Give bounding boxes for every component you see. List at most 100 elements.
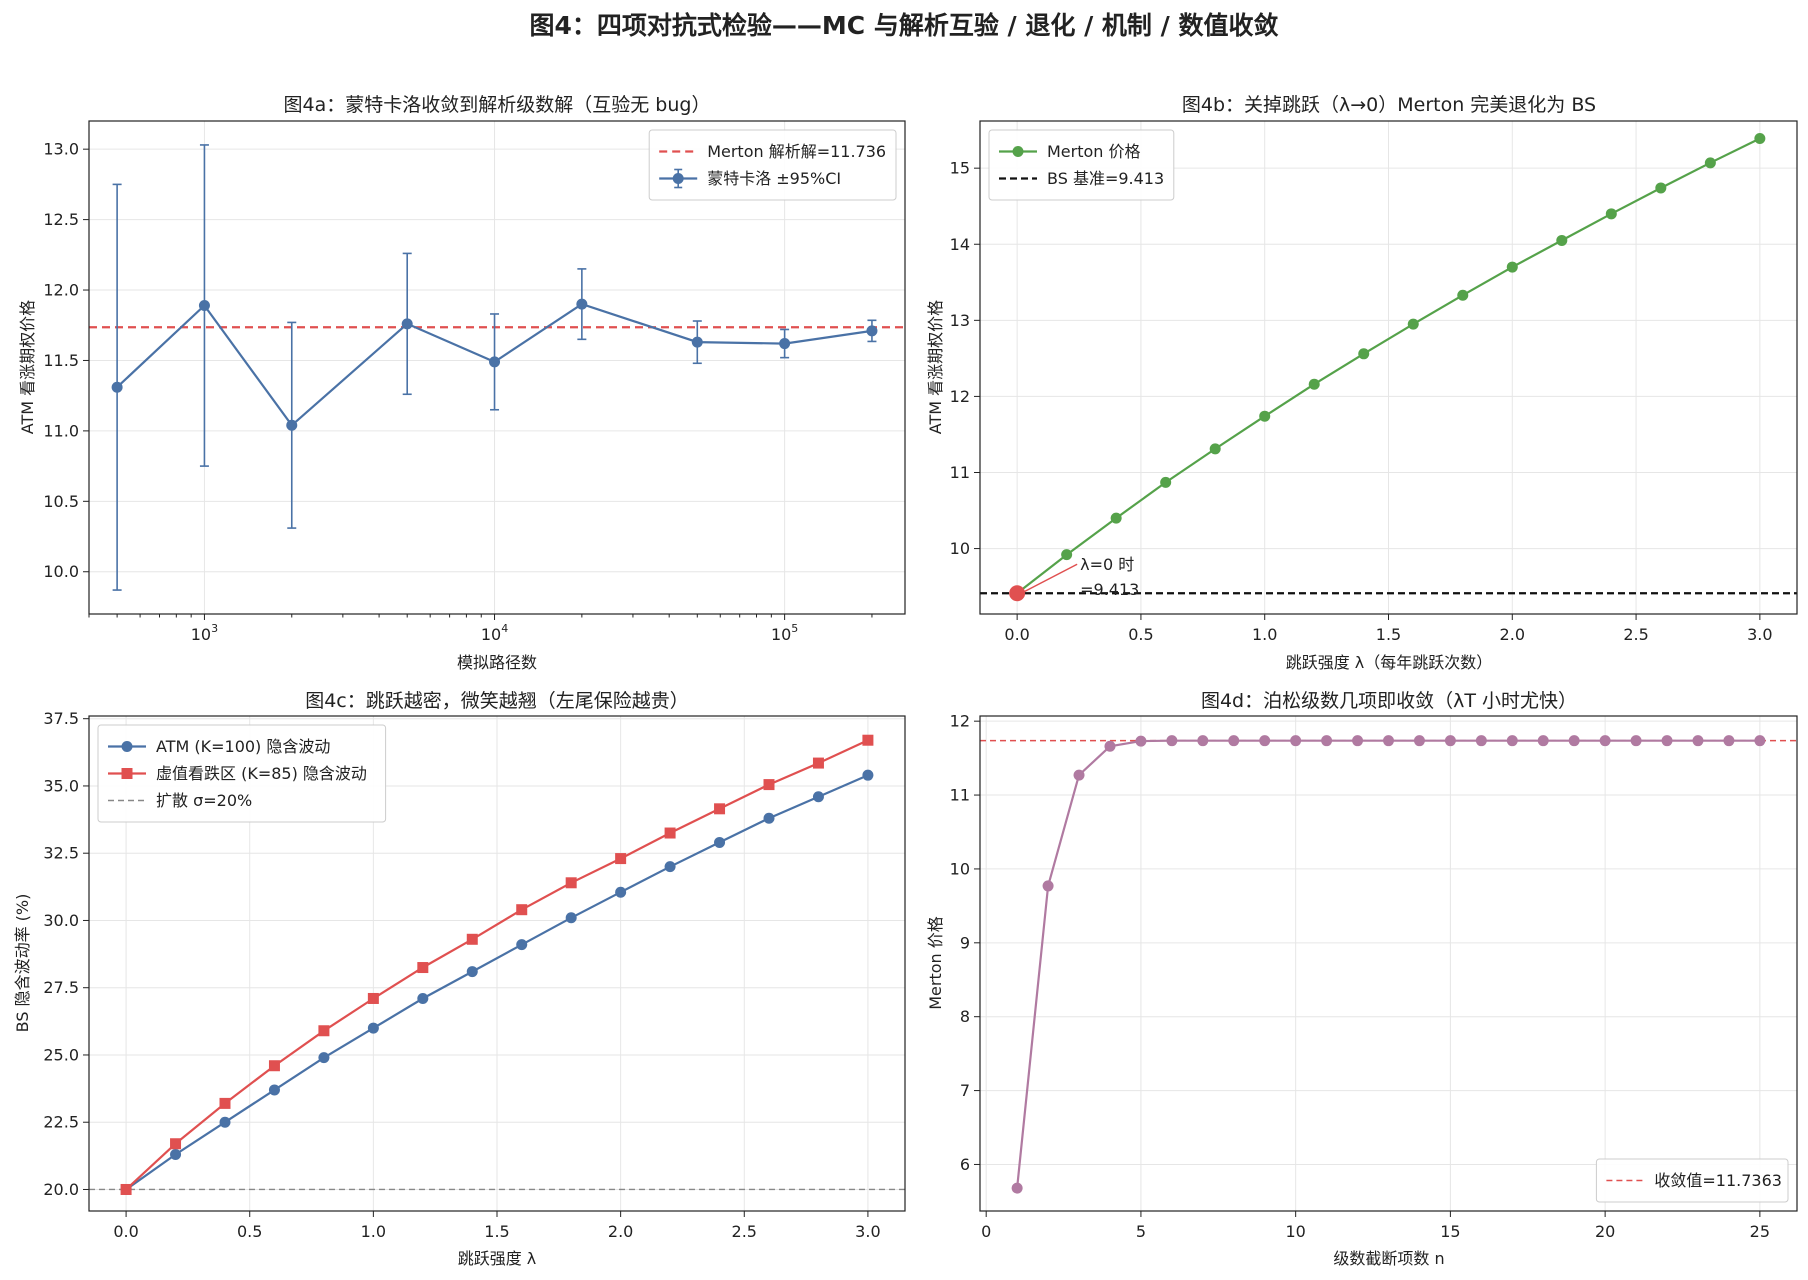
panel-d-ticks: 0 5 10 15 20 25 6 7 8 9 10 11 12 [950, 712, 1770, 1241]
data-point [1754, 735, 1766, 747]
data-point [862, 734, 874, 746]
panel-a-frame [88, 120, 906, 615]
data-point [714, 836, 726, 848]
y-tick-label: 13 [950, 311, 970, 330]
data-point [1110, 512, 1122, 524]
data-point [1061, 549, 1073, 561]
legend-box [988, 129, 1175, 201]
x-tick-label: 1.5 [1376, 625, 1401, 644]
data-point [1197, 735, 1209, 747]
x-tick-label: 0 [981, 1222, 991, 1241]
data-point [170, 1149, 182, 1161]
data-point [866, 325, 878, 337]
x-tick-label: 2.5 [1623, 625, 1648, 644]
data-point [1308, 378, 1320, 390]
y-tick-label: 35.0 [43, 776, 79, 795]
legend-label: Merton 解析解=11.736 [707, 142, 886, 161]
legend-label: 扩散 σ=20% [156, 791, 252, 810]
y-tick-label: 12.5 [43, 210, 79, 229]
x-tick-label: 104 [481, 622, 508, 644]
data-point [779, 338, 791, 350]
series-line [1016, 137, 1761, 595]
panel-a: 图4a：蒙特卡洛收敛到解析级数解（互验无 bug） 103 104 10510.01… [18, 94, 906, 672]
x-tick-label: 103 [191, 622, 218, 644]
data-point [1655, 182, 1667, 194]
x-tick-label: 3.0 [1747, 625, 1772, 644]
data-point [1661, 735, 1673, 747]
panel-c-xlabel: 跳跃强度 λ [458, 1249, 537, 1268]
data-point [1228, 735, 1240, 747]
data-point [466, 966, 478, 978]
data-point [1321, 735, 1333, 747]
y-tick-label: 12 [950, 712, 970, 731]
annotation-line2: =9.413 [1080, 580, 1139, 599]
data-point [1537, 735, 1549, 747]
data-point [1383, 735, 1394, 747]
data-point [111, 381, 123, 393]
panel-a-title: 图4a：蒙特卡洛收敛到解析级数解（互验无 bug） [284, 94, 711, 116]
data-point [1073, 769, 1085, 781]
data-point [1692, 735, 1704, 747]
y-tick-label: 10.5 [43, 492, 79, 511]
y-tick-label: 32.5 [43, 844, 79, 863]
y-tick-label: 8 [960, 1007, 970, 1026]
panel-d: 图4d：泊松级数几项即收敛（λT 小时尤快） 0 5 10 15 20 25 6 7 8 9 10 1… [926, 690, 1798, 1268]
x-tick-exponent: 4 [501, 622, 508, 635]
panel-d-xlabel: 级数截断项数 n [1333, 1249, 1444, 1268]
data-point [812, 791, 824, 803]
legend-marker [672, 173, 684, 184]
x-tick-label: 2.0 [1500, 625, 1525, 644]
panel-d-ylabel: Merton 价格 [926, 916, 945, 1010]
x-tick-label: 2.5 [732, 1222, 757, 1241]
data-point [516, 939, 528, 951]
panel-d-series [1011, 735, 1766, 1194]
x-tick-label: 0.5 [1128, 625, 1153, 644]
x-tick-label: 1.5 [484, 1222, 509, 1241]
x-tick-label: 2.0 [608, 1222, 633, 1241]
data-point [417, 992, 429, 1004]
data-point [367, 992, 379, 1004]
y-tick-label: 7 [960, 1081, 970, 1100]
y-tick-label: 10 [950, 859, 970, 878]
x-tick-label: 20 [1595, 1222, 1615, 1241]
legend-label: Merton 价格 [1047, 142, 1141, 161]
y-tick-label: 14 [950, 235, 970, 254]
data-point [198, 300, 210, 312]
data-point [1352, 735, 1364, 747]
y-tick-label: 13.0 [43, 140, 79, 159]
x-tick-exponent: 5 [791, 622, 798, 635]
series-line [125, 739, 869, 1191]
data-point [516, 904, 528, 916]
x-tick-label: 0.0 [113, 1222, 138, 1241]
data-point [1444, 735, 1456, 747]
data-point [1259, 410, 1271, 422]
panel-a-series [111, 144, 878, 591]
panel-c: 图4c：跳跃越密，微笑越翘（左尾保险越贵） 0.0 0.5 1.0 1.5 2.0 2.5… [13, 690, 906, 1268]
data-point [1259, 735, 1271, 747]
data-point [1605, 208, 1617, 220]
x-tick-label: 0.5 [237, 1222, 262, 1241]
data-point [1166, 735, 1178, 747]
data-point [1104, 740, 1116, 752]
legend-marker [121, 768, 133, 779]
panel-b-grid [980, 121, 1797, 614]
panel-b-ylabel: ATM 看涨期权价格 [926, 300, 945, 434]
y-tick-label: 25.0 [43, 1045, 79, 1064]
legend-label: 收敛值=11.7363 [1654, 1171, 1782, 1190]
data-point [1011, 1182, 1023, 1194]
x-tick-label: 25 [1750, 1222, 1770, 1241]
legend-label: 蒙特卡洛 ±95%CI [707, 169, 841, 188]
data-point [466, 933, 478, 945]
series-line [1016, 739, 1760, 1189]
data-point [1704, 157, 1716, 169]
y-tick-label: 12.0 [43, 281, 79, 300]
y-tick-label: 20.0 [43, 1180, 79, 1199]
legend-marker [121, 741, 133, 752]
data-point [286, 419, 298, 431]
data-point [219, 1116, 231, 1128]
x-tick-exponent: 3 [211, 622, 218, 635]
panel-b-annotation: λ=0 时 =9.413 [1022, 555, 1139, 599]
data-point [615, 886, 627, 898]
y-tick-label: 11.5 [43, 351, 79, 370]
